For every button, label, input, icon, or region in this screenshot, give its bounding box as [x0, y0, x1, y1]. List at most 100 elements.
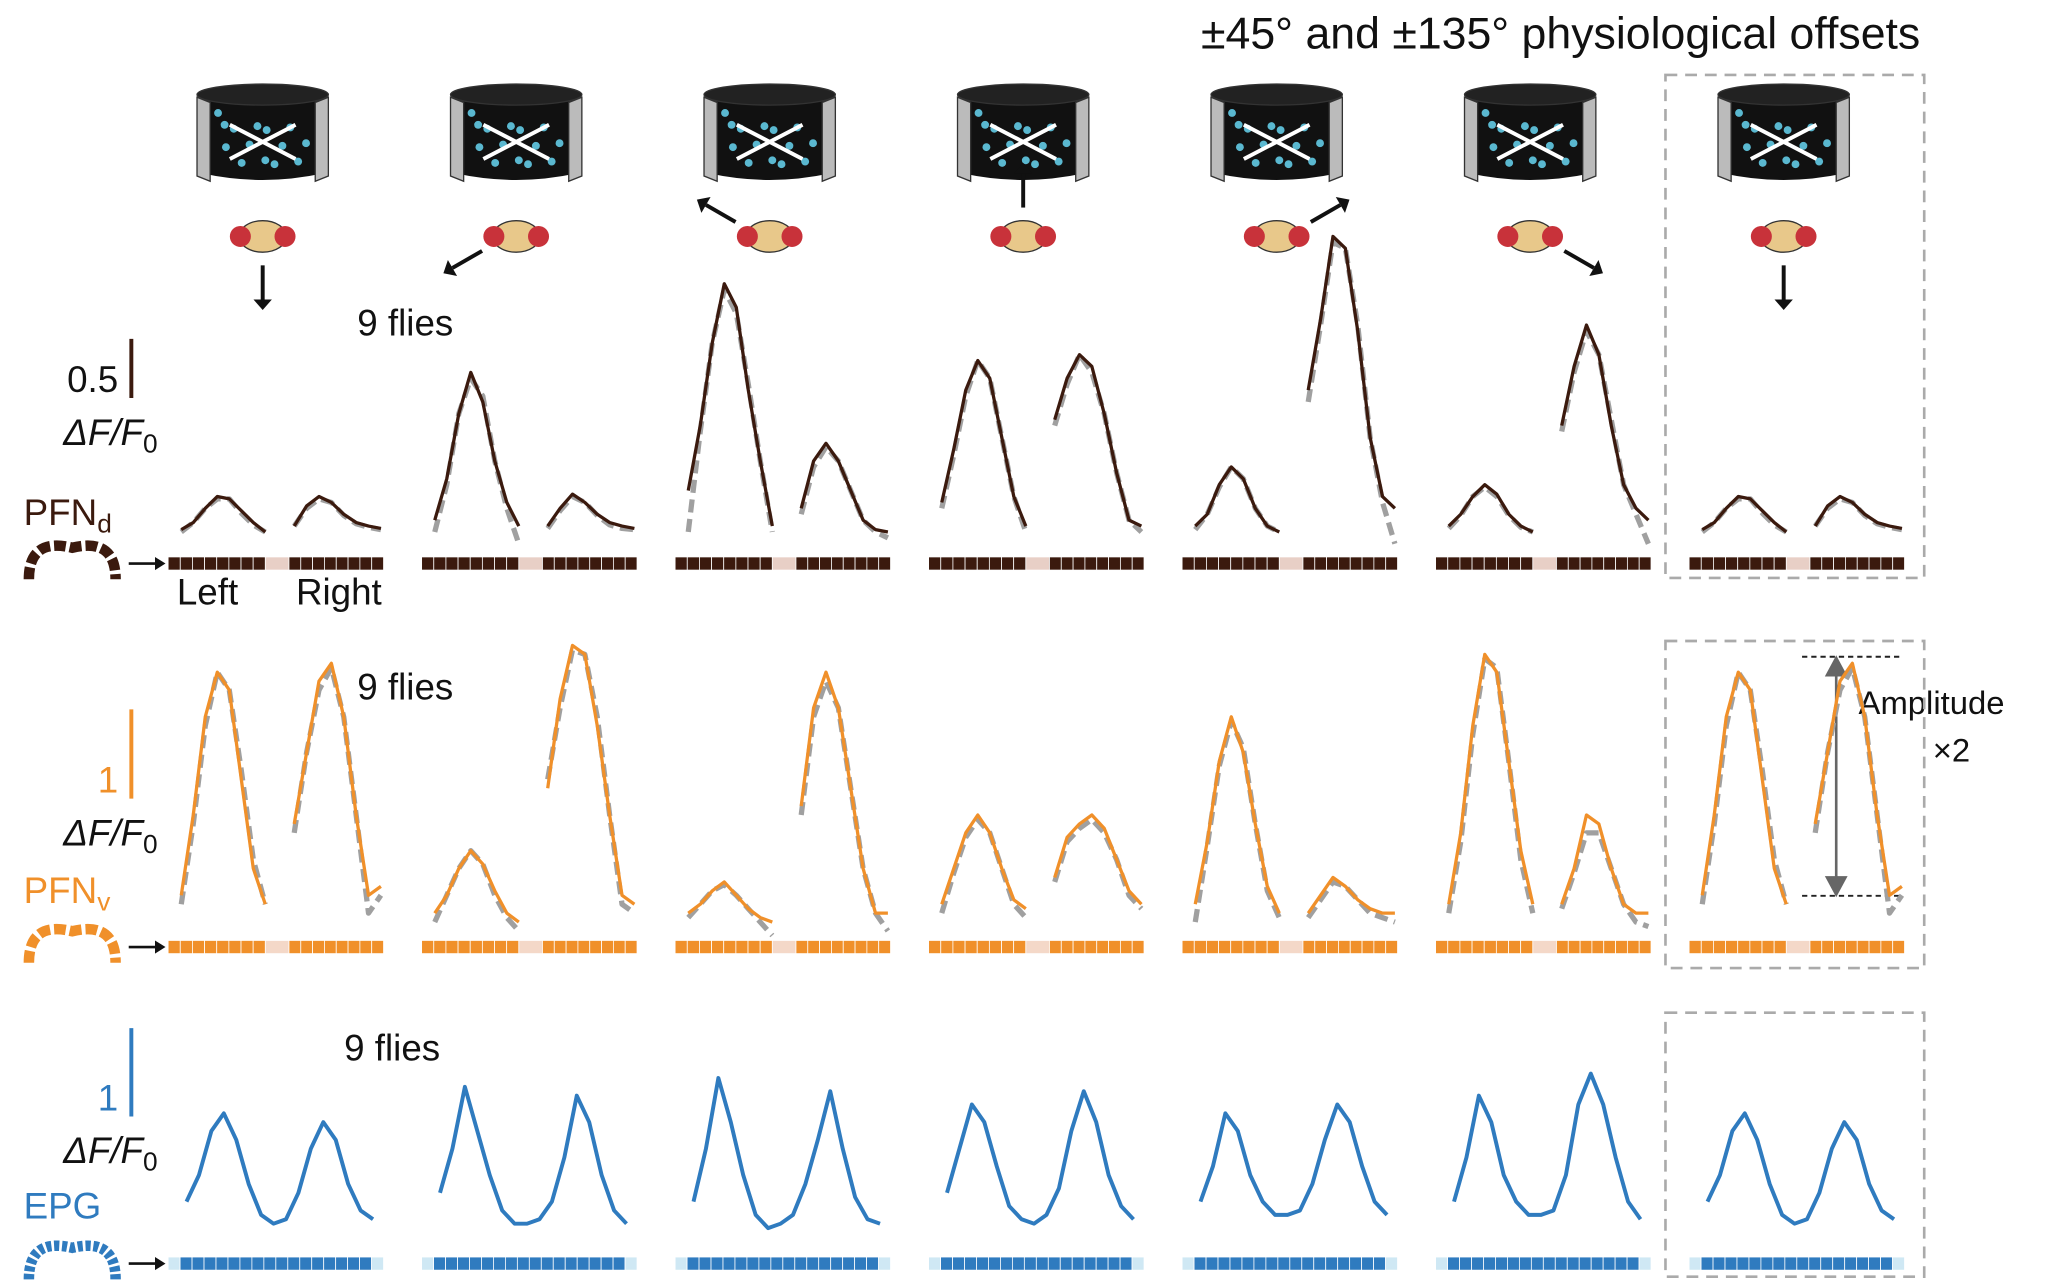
glomerulus	[252, 556, 266, 571]
fly-eye	[736, 225, 758, 247]
glomerulus	[831, 940, 844, 954]
dot	[998, 158, 1007, 167]
glomerulus	[1554, 1256, 1568, 1271]
glomerulus	[624, 940, 638, 954]
glomerulus	[1049, 556, 1062, 571]
glomerulus	[1013, 556, 1027, 571]
fly-eye	[1542, 225, 1564, 247]
fly-eye	[1288, 225, 1310, 247]
dot	[1054, 157, 1063, 166]
model-line	[179, 496, 267, 535]
arena-top	[956, 83, 1090, 106]
dot	[491, 158, 500, 167]
glomerulus	[1289, 1256, 1303, 1271]
dot	[721, 109, 729, 117]
data-line	[433, 370, 521, 527]
glomerulus	[940, 940, 954, 954]
glomerulus	[699, 940, 712, 954]
highlight-boxes	[1664, 73, 1926, 1279]
glomerulus	[1011, 1256, 1025, 1271]
glomerulus	[1230, 556, 1244, 571]
dot	[221, 143, 230, 152]
glomerulus	[624, 1256, 638, 1271]
glomerulus	[335, 940, 349, 954]
neuron-icon	[23, 923, 121, 964]
arena-side	[449, 96, 465, 183]
dot	[475, 143, 484, 152]
glomerulus	[192, 940, 205, 954]
glomerulus	[1035, 1256, 1049, 1271]
glomerulus	[371, 940, 384, 954]
heading-arrow	[705, 203, 737, 224]
data-line	[184, 1111, 375, 1226]
data-line	[1813, 661, 1903, 897]
glomerulus	[866, 1256, 879, 1271]
glomerulus	[842, 1256, 856, 1271]
glomerulus	[735, 940, 749, 954]
glomerulus	[1603, 940, 1616, 954]
glomerulus	[1181, 940, 1195, 954]
glomerulus	[1242, 556, 1256, 571]
glomerulus	[1760, 1256, 1774, 1271]
glomerulus	[1253, 1256, 1267, 1271]
scale-label: 1	[98, 1077, 118, 1118]
arena-side	[568, 96, 583, 183]
glomerulus	[323, 1256, 337, 1271]
dot	[261, 156, 270, 165]
dot	[1228, 109, 1236, 117]
arena-wall	[1469, 94, 1591, 180]
glomerulus	[252, 940, 266, 954]
dot	[1038, 141, 1047, 150]
neuron-icon	[23, 1240, 121, 1280]
glomerulus	[746, 1256, 760, 1271]
fly-eye	[274, 225, 296, 247]
model-line	[1192, 718, 1282, 923]
glomerulus	[203, 1256, 217, 1271]
glomerulus	[553, 940, 567, 954]
dot	[1234, 120, 1243, 129]
data-line	[1560, 323, 1650, 522]
dot	[278, 141, 287, 150]
model-line	[1700, 496, 1788, 535]
data-line	[940, 358, 1028, 527]
glomerulus	[469, 940, 483, 954]
dot	[777, 160, 786, 169]
dot	[1538, 160, 1546, 169]
glomerulus	[795, 556, 809, 571]
row-name: EPG	[24, 1185, 102, 1226]
data-line	[546, 643, 636, 906]
glomerulus	[1796, 1256, 1810, 1271]
glomerulus	[335, 1256, 349, 1271]
glomerulus	[964, 1256, 977, 1271]
glomerulus	[928, 556, 942, 571]
glomerulus	[1230, 940, 1244, 954]
glomerulus	[457, 1256, 470, 1271]
glomerulus	[433, 556, 447, 571]
glomerulus	[167, 1256, 181, 1271]
dot	[1530, 126, 1539, 135]
dot	[1774, 122, 1783, 131]
glomerulus	[167, 556, 181, 571]
unit-sub: 0	[143, 1147, 158, 1177]
glomerulus	[1845, 556, 1858, 571]
glomerulus	[674, 1256, 688, 1271]
glomerulus	[1023, 1256, 1037, 1271]
glomerulus	[228, 556, 242, 571]
glomerulus	[1047, 1256, 1061, 1271]
glomerulus	[795, 940, 809, 954]
glomerulus	[1254, 556, 1268, 571]
glomerulus	[228, 940, 242, 954]
dot	[728, 143, 737, 152]
glomerulus	[1591, 556, 1605, 571]
heading-arrow-head	[1774, 299, 1793, 311]
glomerulus	[1059, 1256, 1073, 1271]
highlight-box	[1664, 639, 1926, 970]
glomerulus	[612, 940, 626, 954]
data-line	[292, 661, 382, 897]
model-line	[292, 496, 382, 533]
dot	[1021, 156, 1030, 165]
glomerulus	[1892, 1256, 1905, 1271]
arena-top	[1717, 83, 1851, 106]
glomerulus	[940, 556, 954, 571]
fly-eye	[1497, 225, 1519, 247]
